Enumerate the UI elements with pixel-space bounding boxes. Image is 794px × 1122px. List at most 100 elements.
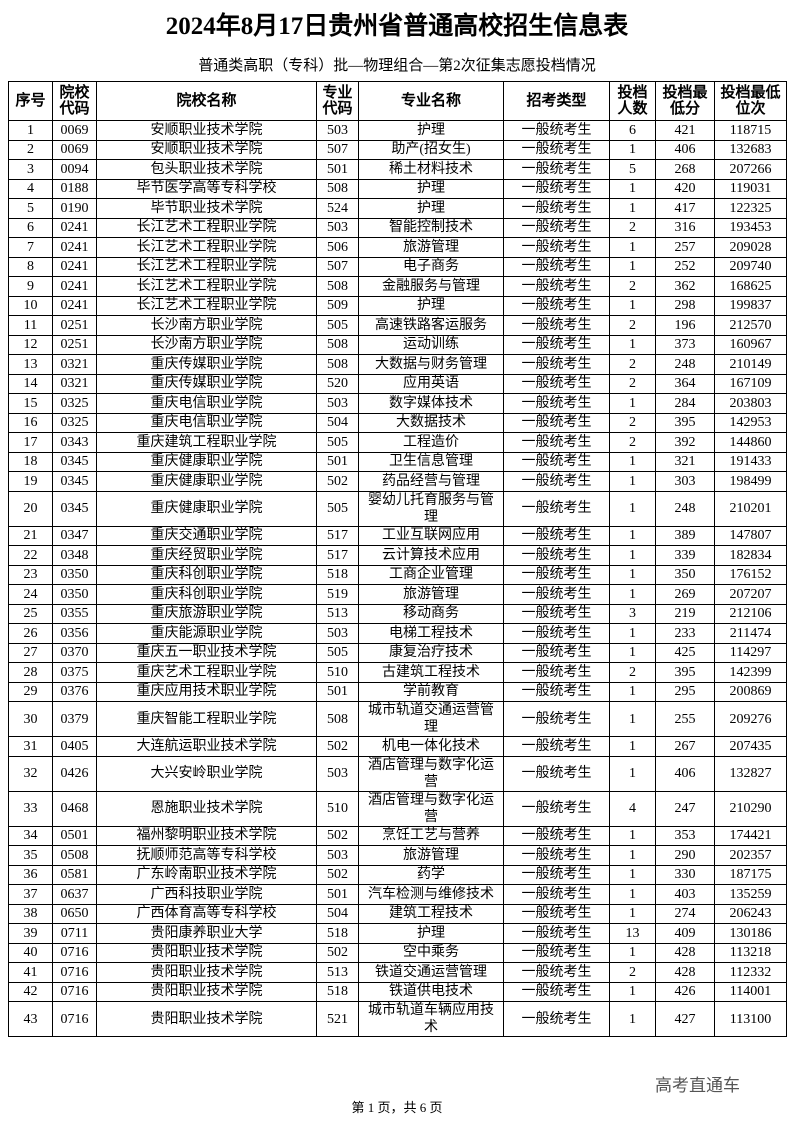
table-cell: 247 xyxy=(655,790,715,827)
table-row: 9 0241 长江艺术工程职业学院 508 金融服务与管理 一般统考生 2 362 168625 xyxy=(8,276,787,297)
table-cell: 古建筑工程技术 xyxy=(358,662,504,683)
table-row: 42 0716 贵阳职业技术学院 518 铁道供电技术 一般统考生 1 426 114001 xyxy=(8,981,787,1002)
table-cell: 122325 xyxy=(714,198,787,219)
table-cell: 工业互联网应用 xyxy=(358,525,504,546)
table-row: 6 0241 长江艺术工程职业学院 503 智能控制技术 一般统考生 2 316 193453 xyxy=(8,217,787,238)
table-cell: 501 xyxy=(316,681,359,702)
table-cell: 0711 xyxy=(52,923,97,944)
table-cell: 城市轨道交通运营管理 xyxy=(358,701,504,737)
table-cell: 0508 xyxy=(52,845,97,866)
table-cell: 铁道供电技术 xyxy=(358,981,504,1002)
table-row: 32 0426 大兴安岭职业学院 503 酒店管理与数字化运营 一般统考生 1 406 1328… xyxy=(8,755,787,792)
table-row: 27 0370 重庆五一职业技术学院 505 康复治疗技术 一般统考生 1 425 114297 xyxy=(8,642,787,663)
table-cell: 350 xyxy=(655,564,715,585)
table-cell: 1 xyxy=(609,139,656,160)
table-cell: 321 xyxy=(655,451,715,472)
table-cell: 护理 xyxy=(358,178,504,199)
table-cell: 130186 xyxy=(714,923,787,944)
table-cell: 大连航运职业技术学院 xyxy=(96,736,317,757)
table-cell: 290 xyxy=(655,845,715,866)
table-cell: 519 xyxy=(316,584,359,605)
table-cell: 大兴安岭职业学院 xyxy=(96,755,317,792)
table-cell: 重庆应用技术职业学院 xyxy=(96,681,317,702)
table-cell: 176152 xyxy=(714,564,787,585)
table-row: 30 0379 重庆智能工程职业学院 508 城市轨道交通运营管理 一般统考生 1 255 20… xyxy=(8,701,787,737)
table-cell: 42 xyxy=(8,981,53,1002)
table-cell: 22 xyxy=(8,545,53,566)
table-cell: 187175 xyxy=(714,864,787,885)
table-cell: 一般统考生 xyxy=(503,736,610,757)
table-cell: 28 xyxy=(8,662,53,683)
table-cell: 金融服务与管理 xyxy=(358,276,504,297)
table-row: 8 0241 长江艺术工程职业学院 507 电子商务 一般统考生 1 252 209740 xyxy=(8,256,787,277)
table-cell: 1 xyxy=(609,942,656,963)
table-cell: 509 xyxy=(316,295,359,316)
table-row: 7 0241 长江艺术工程职业学院 506 旅游管理 一般统考生 1 257 209028 xyxy=(8,237,787,258)
table-cell: 0343 xyxy=(52,432,97,453)
table-cell: 503 xyxy=(316,393,359,414)
table-cell: 114297 xyxy=(714,642,787,663)
table-cell: 0468 xyxy=(52,790,97,827)
table-cell: 15 xyxy=(8,393,53,414)
table-row: 29 0376 重庆应用技术职业学院 501 学前教育 一般统考生 1 295 200869 xyxy=(8,681,787,702)
table-row: 4 0188 毕节医学高等专科学校 508 护理 一般统考生 1 420 119031 xyxy=(8,178,787,199)
table-cell: 一般统考生 xyxy=(503,256,610,277)
table-cell: 长江艺术工程职业学院 xyxy=(96,256,317,277)
table-cell: 0241 xyxy=(52,256,97,277)
table-cell: 电梯工程技术 xyxy=(358,623,504,644)
table-cell: 0241 xyxy=(52,217,97,238)
table-cell: 0501 xyxy=(52,825,97,846)
table-cell: 504 xyxy=(316,412,359,433)
watermark: 高考直通车 xyxy=(655,1076,740,1096)
table-cell: 贵阳职业技术学院 xyxy=(96,981,317,1002)
table-cell: 267 xyxy=(655,736,715,757)
table-cell: 广西体育高等专科学校 xyxy=(96,903,317,924)
table-cell: 抚顺师范高等专科学校 xyxy=(96,845,317,866)
table-cell: 1 xyxy=(609,584,656,605)
table-cell: 运动训练 xyxy=(358,334,504,355)
table-cell: 0637 xyxy=(52,884,97,905)
column-header: 序号 xyxy=(8,81,53,121)
table-cell: 207207 xyxy=(714,584,787,605)
table-cell: 0321 xyxy=(52,373,97,394)
table-row: 31 0405 大连航运职业技术学院 502 机电一体化技术 一般统考生 1 267 20743… xyxy=(8,736,787,757)
table-cell: 2 xyxy=(609,276,656,297)
column-header: 专业代码 xyxy=(316,81,359,121)
table-row: 15 0325 重庆电信职业学院 503 数字媒体技术 一般统考生 1 284 203803 xyxy=(8,393,787,414)
table-cell: 0650 xyxy=(52,903,97,924)
table-cell: 长江艺术工程职业学院 xyxy=(96,276,317,297)
table-cell: 34 xyxy=(8,825,53,846)
table-cell: 助产(招女生) xyxy=(358,139,504,160)
table-row: 25 0355 重庆旅游职业学院 513 移动商务 一般统考生 3 219 212106 xyxy=(8,603,787,624)
table-cell: 505 xyxy=(316,315,359,336)
table-cell: 147807 xyxy=(714,525,787,546)
table-cell: 旅游管理 xyxy=(358,584,504,605)
table-cell: 421 xyxy=(655,120,715,141)
table-cell: 200869 xyxy=(714,681,787,702)
table-cell: 包头职业技术学院 xyxy=(96,159,317,180)
table-cell: 0376 xyxy=(52,681,97,702)
table-cell: 重庆电信职业学院 xyxy=(96,393,317,414)
table-cell: 503 xyxy=(316,845,359,866)
table-cell: 一般统考生 xyxy=(503,159,610,180)
table-cell: 339 xyxy=(655,545,715,566)
table-cell: 3 xyxy=(8,159,53,180)
column-header: 专业名称 xyxy=(358,81,504,121)
table-cell: 一般统考生 xyxy=(503,178,610,199)
table-cell: 一般统考生 xyxy=(503,412,610,433)
table-cell: 一般统考生 xyxy=(503,790,610,827)
table-cell: 14 xyxy=(8,373,53,394)
table-cell: 174421 xyxy=(714,825,787,846)
table-cell: 0069 xyxy=(52,139,97,160)
table-cell: 520 xyxy=(316,373,359,394)
table-cell: 508 xyxy=(316,354,359,375)
table-cell: 284 xyxy=(655,393,715,414)
table-cell: 0356 xyxy=(52,623,97,644)
table-cell: 210290 xyxy=(714,790,787,827)
table-cell: 505 xyxy=(316,642,359,663)
table-cell: 182834 xyxy=(714,545,787,566)
table-cell: 167109 xyxy=(714,373,787,394)
table-cell: 295 xyxy=(655,681,715,702)
table-cell: 1 xyxy=(609,736,656,757)
